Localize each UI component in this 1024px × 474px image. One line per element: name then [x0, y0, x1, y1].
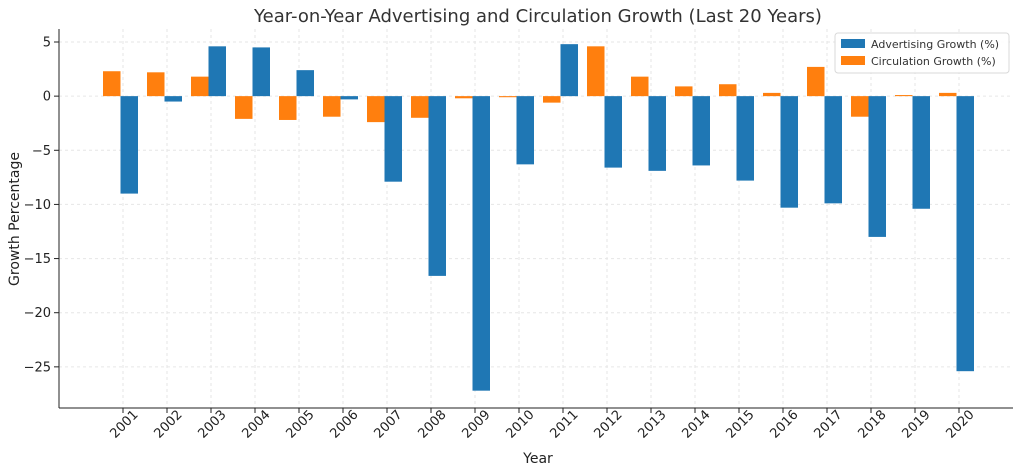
x-tick-label: 2010 — [504, 408, 538, 442]
legend-swatch — [841, 56, 865, 65]
legend-box — [834, 32, 1010, 74]
advertising-bar-2015 — [736, 96, 754, 181]
y-axis-title: Growth Percentage — [7, 152, 23, 286]
x-tick-label: 2015 — [724, 408, 758, 442]
advertising-bar-2019 — [912, 96, 930, 209]
x-tick-label: 2013 — [636, 408, 670, 442]
legend-label: Circulation Growth (%) — [871, 55, 996, 68]
circulation-bar-2018 — [851, 96, 869, 117]
grid — [59, 29, 1013, 408]
circulation-bar-2008 — [411, 96, 429, 118]
x-tick-label: 2004 — [240, 408, 274, 442]
x-tick-label: 2014 — [680, 408, 714, 442]
advertising-bar-2009 — [472, 96, 490, 391]
circulation-bar-2006 — [323, 96, 341, 117]
advertising-bar-2013 — [648, 96, 666, 171]
circulation-bar-2002 — [147, 72, 165, 97]
advertising-bar-2003 — [208, 46, 226, 97]
x-tick-label: 2012 — [592, 408, 626, 442]
circulation-bar-2003 — [191, 76, 209, 97]
circulation-bar-2012 — [587, 46, 605, 97]
x-tick-label: 2020 — [944, 408, 978, 442]
y-tick-label: −15 — [24, 252, 51, 267]
circulation-bar-2005 — [279, 96, 297, 120]
advertising-bar-2010 — [516, 96, 534, 165]
advertising-bar-2001 — [120, 96, 138, 194]
legend-label: Advertising Growth (%) — [871, 38, 999, 51]
x-tick-label: 2003 — [196, 408, 230, 442]
circulation-bar-2013 — [631, 76, 649, 97]
circulation-bar-2015 — [719, 84, 737, 97]
x-tick-label: 2006 — [328, 408, 362, 442]
circulation-bar-2009 — [455, 96, 473, 99]
x-tick-label: 2005 — [284, 408, 318, 442]
advertising-bar-2018 — [868, 96, 886, 237]
circulation-bar-2014 — [675, 86, 693, 97]
y-tick-label: 5 — [43, 35, 51, 50]
advertising-bar-2016 — [780, 96, 798, 208]
y-tick-label: 0 — [43, 90, 51, 105]
circulation-bar-2016 — [763, 92, 781, 97]
x-tick-label: 2007 — [372, 408, 406, 442]
circulation-bar-2004 — [235, 96, 253, 119]
circulation-bar-2011 — [543, 96, 561, 103]
advertising-bar-2008 — [428, 96, 446, 276]
advertising-bar-2012 — [604, 96, 622, 168]
advertising-bar-2011 — [560, 44, 578, 97]
x-tick-label: 2019 — [900, 408, 934, 442]
legend: Advertising Growth (%) Circulation Growth… — [834, 32, 1010, 74]
y-tick-label: −10 — [24, 198, 51, 213]
circulation-bar-2019 — [895, 95, 913, 97]
bars — [103, 44, 974, 391]
x-axis-title: Year — [522, 451, 553, 467]
advertising-bar-2020 — [956, 96, 974, 372]
x-tick-label: 2009 — [460, 408, 494, 442]
x-tick-label: 2016 — [768, 408, 802, 442]
y-tick-label: −25 — [24, 360, 51, 375]
circulation-bar-2017 — [807, 66, 825, 97]
advertising-bar-2007 — [384, 96, 402, 182]
advertising-bar-2004 — [252, 47, 270, 97]
axes — [54, 29, 1013, 413]
circulation-bar-2020 — [939, 92, 957, 97]
circulation-bar-2001 — [103, 71, 121, 97]
y-tick-label: −5 — [32, 144, 51, 159]
legend-swatch — [841, 39, 865, 48]
x-tick-label: 2017 — [812, 408, 846, 442]
x-tick-label: 2011 — [548, 408, 582, 442]
x-tick-label: 2002 — [152, 408, 186, 442]
advertising-bar-2014 — [692, 96, 710, 166]
chart-title: Year-on-Year Advertising and Circulation… — [253, 6, 822, 27]
x-tick-label: 2008 — [416, 408, 450, 442]
circulation-bar-2010 — [499, 96, 517, 98]
circulation-bar-2007 — [367, 96, 385, 123]
advertising-bar-2005 — [296, 70, 314, 97]
advertising-bar-2002 — [164, 96, 182, 102]
x-tick-label: 2001 — [108, 408, 142, 442]
advertising-bar-2017 — [824, 96, 842, 204]
y-tick-label: −20 — [24, 306, 51, 321]
x-tick-label: 2018 — [856, 408, 890, 442]
advertising-bar-2006 — [340, 96, 358, 100]
